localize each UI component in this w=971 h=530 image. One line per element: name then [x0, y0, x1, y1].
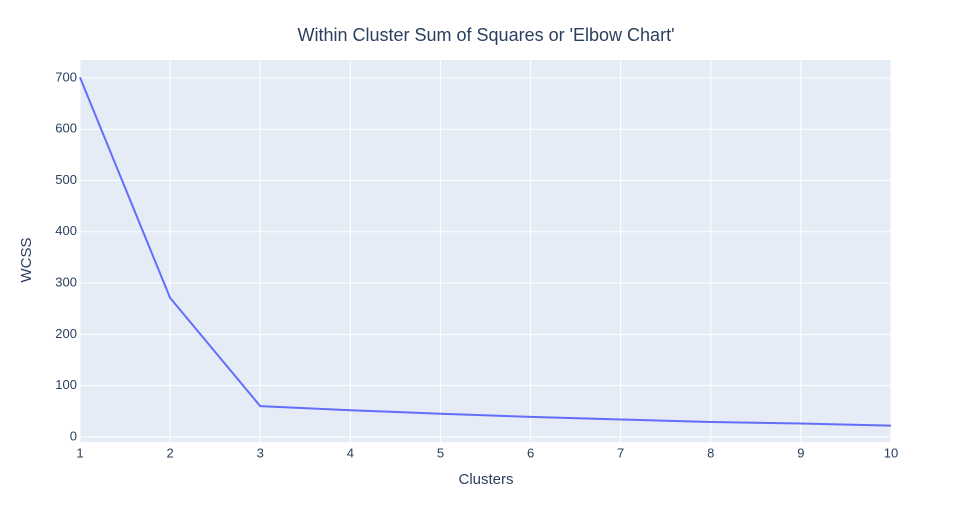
x-tick-label: 3: [257, 445, 264, 460]
x-tick-label: 1: [76, 445, 83, 460]
plot-area: [80, 60, 891, 442]
y-tick-label: 300: [55, 274, 77, 289]
x-tick-label: 10: [884, 445, 898, 460]
y-tick-label: 500: [55, 172, 77, 187]
x-tick-label: 8: [707, 445, 714, 460]
y-tick-label: 100: [55, 377, 77, 392]
y-tick-label: 700: [55, 69, 77, 84]
x-tick-label: 7: [617, 445, 624, 460]
y-axis-label: WCSS: [18, 238, 35, 283]
x-axis-label: Clusters: [458, 471, 513, 488]
x-tick-label: 4: [347, 445, 354, 460]
y-tick-label: 200: [55, 326, 77, 341]
x-tick-label: 6: [527, 445, 534, 460]
y-tick-label: 0: [70, 428, 77, 443]
y-tick-label: 600: [55, 121, 77, 136]
chart-title: Within Cluster Sum of Squares or 'Elbow …: [297, 25, 674, 45]
x-tick-label: 2: [166, 445, 173, 460]
x-tick-label: 9: [797, 445, 804, 460]
x-tick-label: 5: [437, 445, 444, 460]
y-tick-label: 400: [55, 223, 77, 238]
data-line: [79, 77, 892, 427]
